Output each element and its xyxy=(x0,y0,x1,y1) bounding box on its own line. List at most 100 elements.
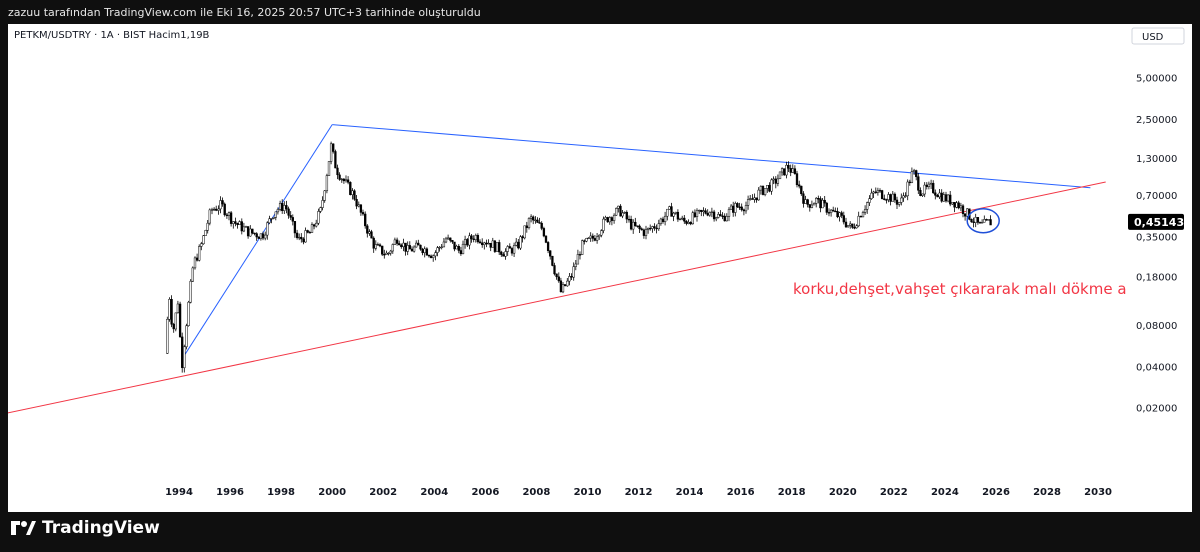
candle xyxy=(885,198,888,204)
y-tick-label: 0,18000 xyxy=(1136,272,1177,283)
candle xyxy=(574,260,577,271)
candle xyxy=(398,240,401,246)
candle xyxy=(842,211,845,225)
candle xyxy=(468,232,471,250)
candle xyxy=(370,229,373,239)
candle xyxy=(919,187,922,197)
tradingview-logo[interactable]: TradingView xyxy=(10,516,160,540)
candle xyxy=(551,255,554,267)
candle xyxy=(300,233,303,243)
candle xyxy=(389,249,392,256)
candle xyxy=(602,216,605,234)
candle xyxy=(815,197,818,208)
highlight-circle xyxy=(966,208,1000,234)
candle xyxy=(417,239,420,246)
candle xyxy=(895,196,899,209)
candle xyxy=(525,221,528,233)
candle xyxy=(166,316,169,354)
tradingview-brand: TradingView xyxy=(42,518,160,538)
candle xyxy=(221,197,224,207)
candle xyxy=(946,194,950,203)
candle xyxy=(504,248,507,260)
plot-area: korku,dehşet,vahşet çıkararak malı dökme… xyxy=(8,124,1126,414)
candle xyxy=(798,180,801,189)
candle xyxy=(944,191,948,203)
currency-badge: USD xyxy=(1131,27,1185,45)
candle xyxy=(963,213,967,221)
candle xyxy=(427,254,431,258)
trendline-0 xyxy=(181,124,333,360)
candle xyxy=(917,173,920,194)
candle xyxy=(661,216,665,224)
candle xyxy=(185,323,188,350)
candle xyxy=(372,236,375,253)
candle xyxy=(940,189,943,203)
candle xyxy=(832,206,835,212)
candle xyxy=(523,225,526,240)
candle xyxy=(629,215,633,231)
candle xyxy=(970,218,973,223)
candle xyxy=(174,312,177,332)
candle xyxy=(723,213,726,222)
candle xyxy=(783,168,786,176)
candle xyxy=(817,195,820,204)
candle xyxy=(255,232,258,241)
x-tick-label: 1996 xyxy=(216,487,244,498)
candle xyxy=(276,207,280,215)
price-axis: USD 5,00000 2,50000 1,30000 0,70000 0,35000 0,… xyxy=(1128,27,1185,415)
candle xyxy=(651,225,654,233)
candle xyxy=(381,245,384,256)
x-tick-label: 2002 xyxy=(369,487,397,498)
candle xyxy=(689,221,692,226)
candle xyxy=(508,243,511,249)
x-tick-label: 2024 xyxy=(931,487,959,498)
candle xyxy=(557,272,560,283)
candle xyxy=(659,217,663,226)
candle xyxy=(980,219,984,224)
candle xyxy=(264,231,267,241)
candle xyxy=(634,217,637,227)
candle xyxy=(410,246,414,252)
candle xyxy=(989,215,992,226)
candle xyxy=(521,235,524,243)
candle xyxy=(585,237,588,243)
candle xyxy=(553,262,556,276)
candle xyxy=(878,188,882,193)
candle xyxy=(568,273,571,286)
candle xyxy=(674,211,677,215)
candle xyxy=(855,224,858,229)
candle xyxy=(646,227,650,234)
candle xyxy=(315,219,318,228)
candle xyxy=(400,243,403,249)
candle xyxy=(804,195,807,204)
candle xyxy=(793,165,797,175)
y-tick-label: 0,70000 xyxy=(1136,191,1177,202)
candle xyxy=(459,246,463,256)
candle xyxy=(266,221,269,240)
candle xyxy=(608,216,611,225)
chart-panel[interactable]: korku,dehşet,vahşet çıkararak malı dökme… xyxy=(8,24,1192,512)
candle xyxy=(251,228,254,235)
candle xyxy=(187,300,190,327)
candle xyxy=(834,207,837,213)
candle xyxy=(374,240,377,251)
candle xyxy=(425,247,429,256)
candle xyxy=(670,202,673,217)
candle xyxy=(170,295,173,328)
candle xyxy=(270,218,273,224)
candle xyxy=(604,215,607,221)
candle xyxy=(457,244,460,254)
candle xyxy=(859,215,863,218)
x-tick-label: 2020 xyxy=(829,487,857,498)
last-price-badge: 0,45143 xyxy=(1128,213,1184,230)
price-chart[interactable]: korku,dehşet,vahşet çıkararak malı dökme… xyxy=(8,24,1192,512)
candle xyxy=(544,235,548,244)
y-tick-label: 0,08000 xyxy=(1136,321,1177,332)
candle xyxy=(310,222,314,233)
candle xyxy=(198,244,201,262)
candle xyxy=(478,239,482,244)
x-tick-label: 2022 xyxy=(880,487,908,498)
candle xyxy=(183,344,186,373)
candle xyxy=(387,252,390,256)
candle xyxy=(715,216,718,222)
